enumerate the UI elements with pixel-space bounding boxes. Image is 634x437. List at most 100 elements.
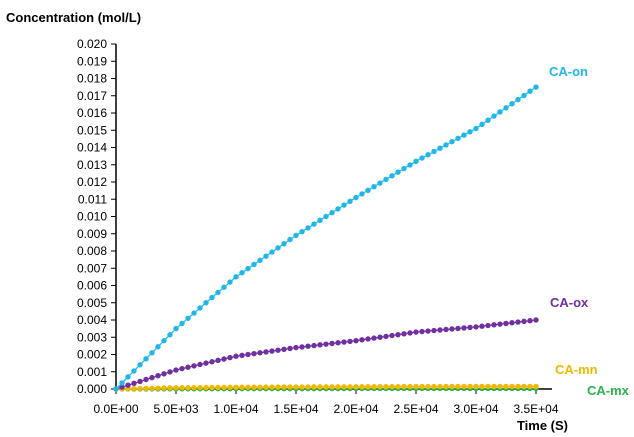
data-point [359,337,365,343]
data-point [221,284,227,290]
y-tick-label: 0.013 [77,158,107,172]
data-point [155,385,161,391]
data-point [251,384,257,390]
data-point [335,340,341,346]
data-point [155,373,161,379]
data-point [185,364,191,370]
data-point [377,180,383,186]
data-point [449,383,455,390]
data-point [323,213,329,220]
data-point [239,384,245,390]
x-tick-label: 2.0E+04 [333,402,378,416]
data-point [197,361,203,368]
data-point [227,354,233,361]
data-point [131,380,137,387]
y-axis-title: Concentration (mol/L) [6,10,141,25]
data-point [323,384,329,390]
data-point [527,88,533,94]
data-point [245,265,251,272]
data-point [269,348,275,354]
y-tick-label: 0.000 [77,382,107,396]
data-point [299,228,305,235]
data-point [281,241,287,247]
data-point [185,315,191,321]
data-point [149,350,155,356]
data-point [137,362,143,368]
data-point [491,322,497,328]
data-point [365,336,371,342]
y-tick-label: 0.007 [77,261,107,275]
data-point [509,320,515,326]
data-point [137,385,143,392]
data-point [143,356,149,362]
data-point [473,125,479,132]
data-point [131,368,137,374]
data-point [245,351,251,358]
data-point [443,326,449,333]
x-ticks: 0.0E+00 5.0E+03 1.0E+04 1.5E+04 2.0E+04 2.5E+… [93,389,559,416]
data-point [269,249,275,255]
series-label-ca-mx: CA-mx [587,383,630,398]
data-point [185,384,191,391]
series-labels: CA-on CA-ox CA-mn CA-mx [549,64,630,398]
data-point [341,384,347,390]
data-point [413,383,419,390]
data-point [161,371,167,377]
y-tick-label: 0.001 [77,365,107,379]
data-point [221,356,227,362]
data-point [533,84,539,90]
data-point [515,383,521,390]
data-point [125,382,131,388]
data-point [263,384,269,390]
data-point [527,383,533,390]
data-point [479,383,485,390]
data-point [377,383,383,390]
data-point [431,327,437,334]
data-point [137,378,143,385]
y-tick-label: 0.010 [77,210,107,224]
data-point [179,365,185,372]
x-tick-label: 3.0E+04 [453,402,498,416]
data-point [329,384,335,390]
data-point [347,384,353,390]
data-point [407,330,413,336]
data-point [203,384,209,391]
data-point [269,384,275,390]
data-point [455,325,461,332]
data-point [437,327,443,333]
data-point [167,331,173,338]
x-tick-label: 2.5E+04 [393,402,438,416]
data-point [401,165,407,172]
data-point [485,383,491,390]
data-point [245,384,251,390]
x-tick-label: 0.0E+00 [93,402,138,416]
data-point [371,183,377,190]
data-point [209,294,215,301]
data-point [365,384,371,390]
x-tick-label: 5.0E+03 [153,402,198,416]
series-label-ca-on: CA-on [549,64,588,79]
y-tick-label: 0.011 [78,192,107,206]
series-group [113,84,539,392]
data-point [251,350,257,357]
data-point [167,385,173,391]
data-point [311,221,317,227]
data-point [497,109,503,115]
data-point [317,384,323,390]
y-ticks: 0.000 0.001 0.002 0.003 0.004 0.005 0.006 0.007… [77,37,116,396]
data-point [461,383,467,390]
data-point [407,383,413,390]
series-label-ca-ox: CA-ox [550,295,589,310]
data-point [215,357,221,364]
data-point [215,289,221,296]
data-point [515,319,521,325]
y-tick-label: 0.004 [77,313,107,327]
data-point [287,345,293,352]
data-point [347,338,353,345]
data-point [179,385,185,391]
data-point [257,384,263,390]
data-point [143,376,149,383]
data-point [329,340,335,347]
data-point [377,334,383,340]
